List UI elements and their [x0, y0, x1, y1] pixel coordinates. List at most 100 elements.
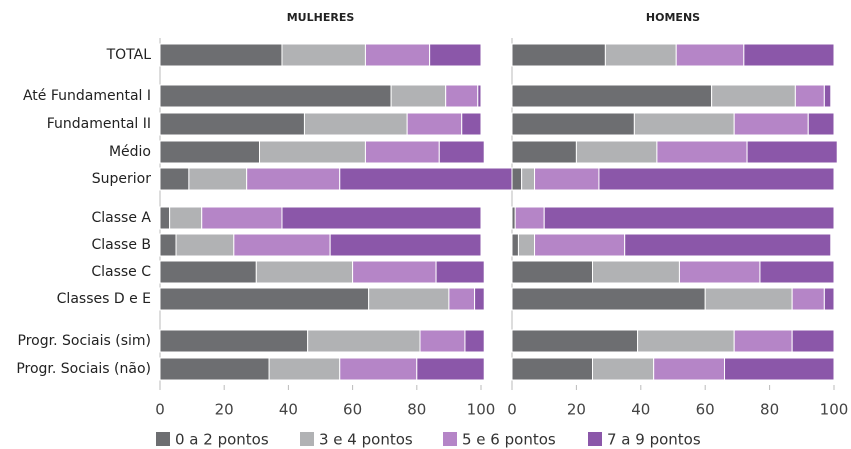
bar-segment — [159, 329, 309, 353]
bar-segment — [159, 206, 171, 230]
bar-segment — [390, 84, 447, 108]
bar-segment — [598, 167, 835, 191]
x-tick-label: 0 — [507, 401, 517, 419]
legend-swatch — [588, 432, 602, 446]
x-tick-label: 40 — [279, 401, 298, 419]
category-label: Classe B — [92, 237, 152, 253]
bar-segment — [733, 112, 809, 136]
bar-segment — [474, 287, 485, 311]
bar-segment — [307, 329, 421, 353]
bar-segment — [637, 329, 735, 353]
bar-segment — [746, 140, 838, 164]
category-label: Progr. Sociais (não) — [16, 361, 151, 377]
x-tick-label: 20 — [567, 401, 586, 419]
bar-segment — [823, 84, 832, 108]
category-label: Até Fundamental I — [23, 88, 151, 104]
bar-segment — [511, 260, 593, 284]
bar-segment — [743, 43, 835, 67]
bar-segment — [575, 140, 658, 164]
x-tick-label: 60 — [343, 401, 362, 419]
bar-segment — [159, 287, 370, 311]
bar-segment — [406, 112, 463, 136]
bar-segment — [159, 112, 305, 136]
x-tick-label: 100 — [467, 401, 496, 419]
bar-segment — [255, 260, 354, 284]
bar-segment — [159, 167, 190, 191]
bar-segment — [511, 329, 639, 353]
x-tick-label: 20 — [215, 401, 234, 419]
panel-title: HOMENS — [646, 11, 700, 24]
bar-segment — [303, 112, 408, 136]
legend-swatch — [443, 432, 457, 446]
bar-segment — [794, 84, 825, 108]
bar-segment — [517, 233, 536, 257]
legend-label: 7 a 9 pontos — [607, 431, 701, 449]
bar-segment — [823, 287, 835, 311]
bar-segment — [416, 357, 485, 381]
bar-segment — [511, 140, 577, 164]
bar-segment — [429, 43, 482, 67]
bar-segment — [791, 287, 825, 311]
bar-segment — [233, 233, 331, 257]
bar-segment — [633, 112, 735, 136]
bar-segment — [438, 140, 485, 164]
bar-segment — [461, 112, 482, 136]
bar-segment — [791, 329, 835, 353]
bar-segment — [339, 167, 527, 191]
bar-segment — [543, 206, 835, 230]
category-label: Classes D e E — [57, 291, 151, 307]
bar-segment — [259, 140, 366, 164]
bar-segment — [201, 206, 283, 230]
bar-segment — [511, 357, 593, 381]
bar-segment — [445, 84, 479, 108]
bar-segment — [511, 167, 523, 191]
bar-segment — [435, 260, 485, 284]
bar-segment — [159, 260, 257, 284]
bar-segment — [159, 84, 392, 108]
legend-label: 3 e 4 pontos — [319, 431, 413, 449]
x-tick-label: 80 — [760, 401, 779, 419]
bar-segment — [656, 140, 748, 164]
category-label: TOTAL — [106, 47, 152, 63]
bar-segment — [159, 233, 177, 257]
bar-segment — [534, 233, 626, 257]
bar-segment — [329, 233, 482, 257]
bar-segment — [653, 357, 726, 381]
bar-segment — [678, 260, 761, 284]
bar-segment — [511, 233, 519, 257]
x-tick-label: 40 — [631, 401, 650, 419]
bar-segment — [339, 357, 418, 381]
bar-segment — [169, 206, 203, 230]
bar-segment — [724, 357, 835, 381]
bar-segment — [511, 43, 606, 67]
bar-segment — [281, 43, 366, 67]
bar-segment — [364, 43, 431, 67]
panel-title: MULHERES — [287, 11, 355, 24]
bar-segment — [807, 112, 835, 136]
x-tick-label: 60 — [696, 401, 715, 419]
bar-segment — [624, 233, 832, 257]
x-tick-label: 80 — [407, 401, 426, 419]
bar-segment — [759, 260, 835, 284]
bar-segment — [477, 84, 482, 108]
bar-segment — [281, 206, 482, 230]
legend-label: 5 e 6 pontos — [462, 431, 556, 449]
bar-segment — [268, 357, 341, 381]
legend-swatch — [156, 432, 170, 446]
category-label: Progr. Sociais (sim) — [18, 333, 151, 349]
bar-segment — [464, 329, 485, 353]
legend-swatch — [300, 432, 314, 446]
bar-segment — [368, 287, 450, 311]
bar-segment — [704, 287, 793, 311]
bar-segment — [159, 357, 270, 381]
x-tick-label: 100 — [820, 401, 849, 419]
bar-segment — [511, 84, 713, 108]
bar-segment — [534, 167, 600, 191]
bar-segment — [364, 140, 440, 164]
legend-label: 0 a 2 pontos — [175, 431, 269, 449]
bar-segment — [246, 167, 341, 191]
bar-segment — [675, 43, 745, 67]
bar-segment — [604, 43, 677, 67]
bar-segment — [419, 329, 466, 353]
